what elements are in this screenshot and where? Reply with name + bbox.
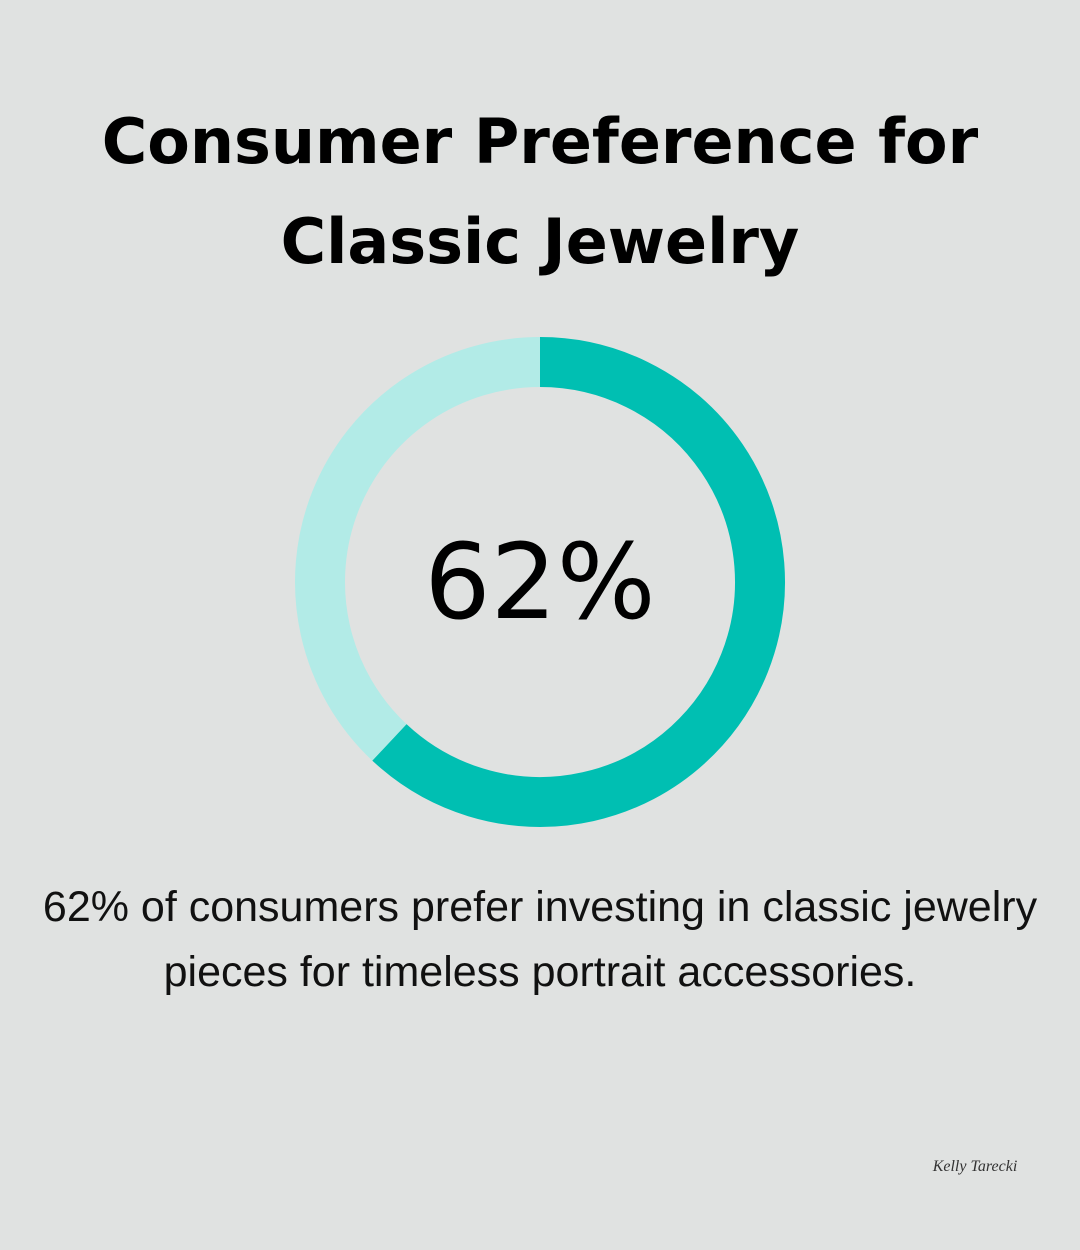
- chart-title: Consumer Preference for Classic Jewelry: [101, 105, 979, 278]
- donut-segment: [372, 337, 785, 827]
- description: 62% of consumers prefer investing in cla…: [42, 883, 1038, 996]
- donut-segment: [295, 337, 541, 761]
- logo: Kelly Tarecki: [932, 1158, 1018, 1175]
- center-label: 62%: [424, 521, 655, 643]
